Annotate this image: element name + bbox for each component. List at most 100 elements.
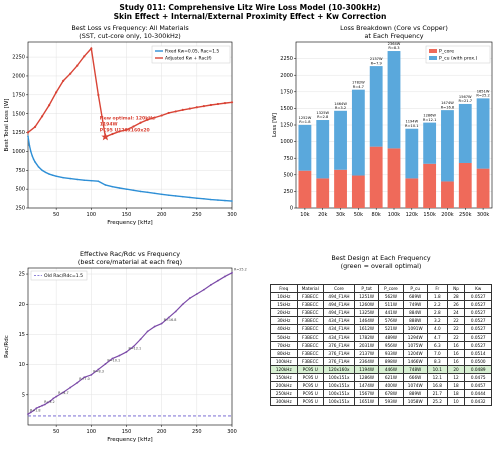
table-cell: 0.0527 — [464, 300, 492, 310]
bar-copper — [387, 51, 401, 149]
rac-point-label: R=8.3 — [93, 369, 104, 373]
series-fixed-kw-point — [188, 196, 191, 199]
table-cell: 0.0432 — [464, 397, 492, 407]
y-tick-label: 2000 — [12, 74, 25, 80]
bar-r-label: R=4.7 — [353, 85, 364, 89]
annotation-optimal: New optimal: 120kHz — [100, 116, 155, 122]
bar-r-label: R=3.2 — [335, 106, 346, 110]
series-rac-point — [139, 338, 142, 341]
series-rac-point — [49, 399, 52, 402]
table-cell: 511W — [378, 300, 404, 310]
series-adjusted-kw-point — [230, 101, 234, 104]
y-axis-label: Loss [W] — [272, 113, 278, 137]
rac-point-label: R=3.2 — [44, 400, 55, 404]
legend-box — [30, 270, 88, 281]
x-tick-label: 100 — [87, 429, 97, 435]
table-cell: 0.0527 — [464, 340, 492, 350]
x-tick-label: 250k — [459, 212, 472, 218]
series-rac-point — [167, 316, 170, 319]
x-tick-label: 30k — [336, 212, 345, 218]
chart-best-loss: Best Loss vs Frequency: All Materials(SS… — [4, 24, 237, 226]
table-cell: 50kHz — [270, 332, 298, 342]
y-tick-label: 250 — [15, 206, 25, 212]
table-cell: 2.2 — [426, 300, 448, 310]
table-cell: 376_F1AH — [323, 340, 355, 350]
y-tick-label: 20 — [19, 302, 25, 308]
series-rac-point — [35, 407, 38, 409]
legend-label: Adjusted Kw + Rac(f) — [165, 56, 212, 62]
table-cell: 689W — [402, 292, 428, 302]
table-cell: 21.7 — [426, 389, 448, 399]
series-rac-point — [153, 325, 156, 328]
table-cell: 956W — [378, 340, 404, 350]
table-body: 10kHz F3BECC 494_F1AH 1251W 562W 689W 1.8 28 0.0… — [270, 292, 492, 407]
optimal-star-marker — [101, 132, 110, 141]
table-cell: 889W — [402, 389, 428, 399]
chart-title: Loss Breakdown (Core vs Copper) — [340, 24, 448, 32]
bar-r-label: R=8.3 — [388, 46, 399, 50]
table-cell: 494_F1AH — [323, 292, 355, 302]
bar-copper — [369, 66, 383, 147]
table-cell: 898W — [378, 356, 404, 366]
table-cell: 1651W — [353, 397, 380, 407]
x-tick-label: 100 — [87, 212, 97, 218]
series-adjusted-kw-point — [188, 107, 191, 110]
rac-point-label: R=25.2 — [234, 267, 247, 271]
series-fixed-kw-point — [224, 199, 226, 202]
series-rac-point — [83, 376, 86, 379]
table-cell: 1466W — [402, 356, 428, 366]
bar-core — [298, 170, 312, 208]
rac-point-label: R=1.8 — [30, 409, 41, 413]
x-tick-label: 150 — [122, 429, 132, 435]
table-cell: 1251W — [353, 292, 380, 302]
bar-r-label: R=25.2 — [476, 94, 490, 98]
table-cell: 1782W — [353, 332, 380, 342]
series-rac-point — [146, 330, 149, 333]
series-fixed-kw-point — [27, 135, 29, 138]
table-cell: 1058W — [402, 397, 428, 407]
bar-total-label: 1464W — [334, 102, 347, 106]
series-fixed-kw-point — [48, 173, 50, 175]
y-tick-label: 2000 — [280, 73, 293, 79]
series-adjusted-kw-point — [83, 55, 86, 58]
y-tick-label: 2250 — [280, 56, 293, 62]
series-rac-point — [209, 284, 212, 286]
table-cell: 434_F1AH — [323, 324, 355, 334]
series-rac-point — [90, 373, 93, 376]
table-cell: 22 — [446, 332, 466, 342]
table-cell: 16 — [446, 348, 466, 358]
series-rac-point — [224, 275, 226, 278]
table-cell: F3BECC — [296, 316, 325, 326]
table-header-titles: Best Design at Each Frequency(green = ov… — [331, 254, 431, 270]
series-adjusted-kw-point — [216, 102, 220, 106]
table-cell: 120x160x — [323, 364, 355, 375]
table-cell: 933W — [378, 348, 404, 358]
rac-point-label: R=12.1 — [128, 346, 141, 350]
table-cell: 1294W — [402, 332, 428, 342]
series-adjusted-kw-point — [146, 118, 149, 121]
table-cell: 1204W — [402, 348, 428, 358]
y-axis-label: Rac/Rdc — [4, 335, 10, 358]
y-tick-label: 1500 — [280, 106, 293, 112]
table-cell: 1567W — [353, 389, 380, 399]
table-header-cell: Fr — [426, 283, 448, 294]
table-cell: 1091W — [402, 324, 428, 334]
x-tick-label: 120k — [406, 212, 419, 218]
x-tick-label: 50 — [53, 212, 59, 218]
table-header-cell: Material — [296, 283, 325, 294]
table-header-cell: P_core — [378, 283, 404, 294]
table-cell: 100kHz — [270, 356, 298, 366]
table-cell: 678W — [378, 389, 404, 399]
series-adjusted-kw-point — [125, 128, 128, 131]
series-fixed-kw-point — [111, 185, 114, 188]
series-fixed-kw-point — [76, 178, 79, 181]
table-cell: 0.0527 — [464, 308, 492, 318]
series-rac-point — [125, 351, 128, 353]
table-row: 30kHz F3BECC 434_F1AH 1464W 576W 888W 3.2 22 0.0… — [270, 316, 492, 326]
table-row: 70kHz F3BECC 376_F1AH 2031W 956W 1075W 6.3 16 0.… — [270, 340, 492, 350]
table-cell: 20 — [446, 364, 466, 375]
x-tick-label: 250 — [192, 212, 202, 218]
table-cell: 3.2 — [426, 316, 448, 326]
table-cell: 8.3 — [426, 356, 448, 366]
series-adjusted-kw-point — [174, 110, 177, 113]
